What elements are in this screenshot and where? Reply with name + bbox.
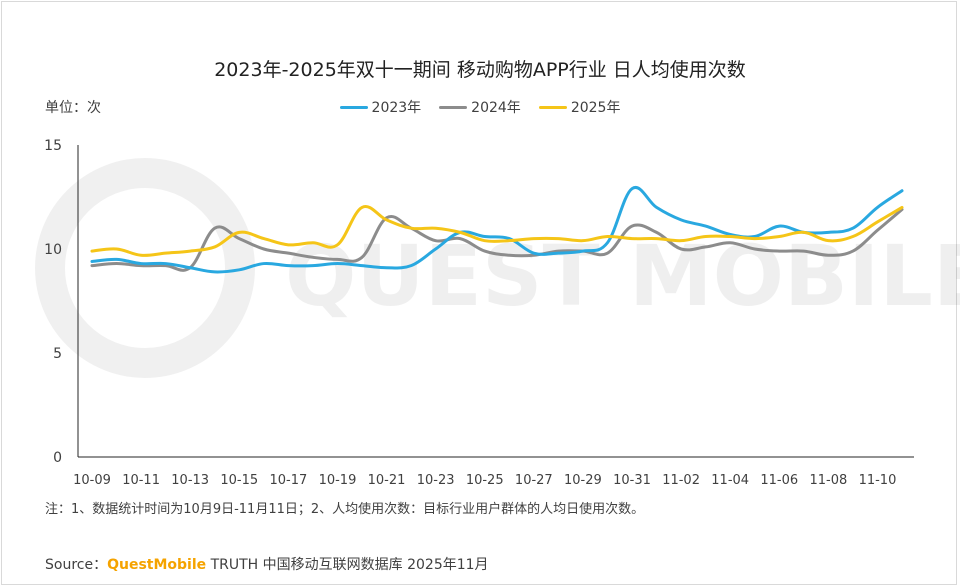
y-tick-label: 15	[44, 138, 62, 154]
source-line: Source：QuestMobile TRUTH 中国移动互联网数据库 2025…	[45, 554, 489, 574]
legend-item: 2023年	[339, 97, 422, 117]
source-brand: QuestMobile	[107, 557, 207, 573]
series-line-2023年	[90, 185, 904, 274]
legend-label: 2024年	[471, 100, 521, 116]
x-tick-label: 10-13	[171, 473, 209, 488]
x-tick-label: 11-02	[662, 473, 700, 488]
x-tick-label: 10-11	[122, 473, 160, 488]
legend-label: 2025年	[570, 100, 621, 116]
chart-axes: 0 5 10 15 10-09 10-11 10-13 10-15 10-17 10-19 10-2…	[44, 138, 914, 488]
x-tick-label: 10-27	[515, 473, 553, 488]
legend-swatch	[339, 105, 368, 109]
series-line-2025年	[90, 205, 904, 257]
x-tick-label: 10-21	[368, 473, 406, 488]
legend-item: 2024年	[439, 97, 521, 117]
legend: 2023年 2024年 2025年	[0, 97, 960, 117]
source-rest: TRUTH 中国移动互联网数据库 2025年11月	[206, 557, 489, 573]
footnote: 注：1、数据统计时间为10月9日-11月11日；2、人均使用次数：目标行业用户群…	[45, 502, 645, 517]
unit-label: 单位：次	[45, 100, 101, 116]
x-tick-label: 10-19	[319, 473, 357, 488]
x-tick-label: 11-06	[760, 473, 798, 488]
x-tick-label: 10-09	[73, 473, 111, 488]
x-tick-label: 10-23	[417, 473, 455, 488]
x-tick-label: 11-04	[711, 473, 749, 488]
x-tick-label: 10-15	[220, 473, 258, 488]
watermark-text: QUEST MOBILE	[285, 227, 960, 325]
series-line-2024年	[90, 207, 904, 272]
x-tick-label: 10-31	[613, 473, 651, 488]
x-tick-label: 10-17	[269, 473, 307, 488]
chart-series	[90, 185, 904, 274]
chart-title: 2023年-2025年双十一期间 移动购物APP行业 日人均使用次数	[214, 59, 746, 81]
legend-swatch	[439, 105, 468, 109]
y-tick-label: 10	[44, 242, 62, 258]
legend-label: 2023年	[371, 100, 422, 116]
x-tick-label: 10-25	[466, 473, 504, 488]
legend-swatch	[538, 105, 567, 109]
watermark: QUEST MOBILE	[35, 158, 960, 378]
source-prefix: Source：	[45, 557, 108, 573]
legend-item: 2025年	[538, 97, 621, 117]
x-tick-label: 11-08	[809, 473, 847, 488]
y-tick-label: 5	[53, 346, 62, 362]
x-tick-label: 11-10	[859, 473, 897, 488]
x-tick-label: 10-29	[564, 473, 602, 488]
y-tick-label: 0	[53, 450, 62, 466]
